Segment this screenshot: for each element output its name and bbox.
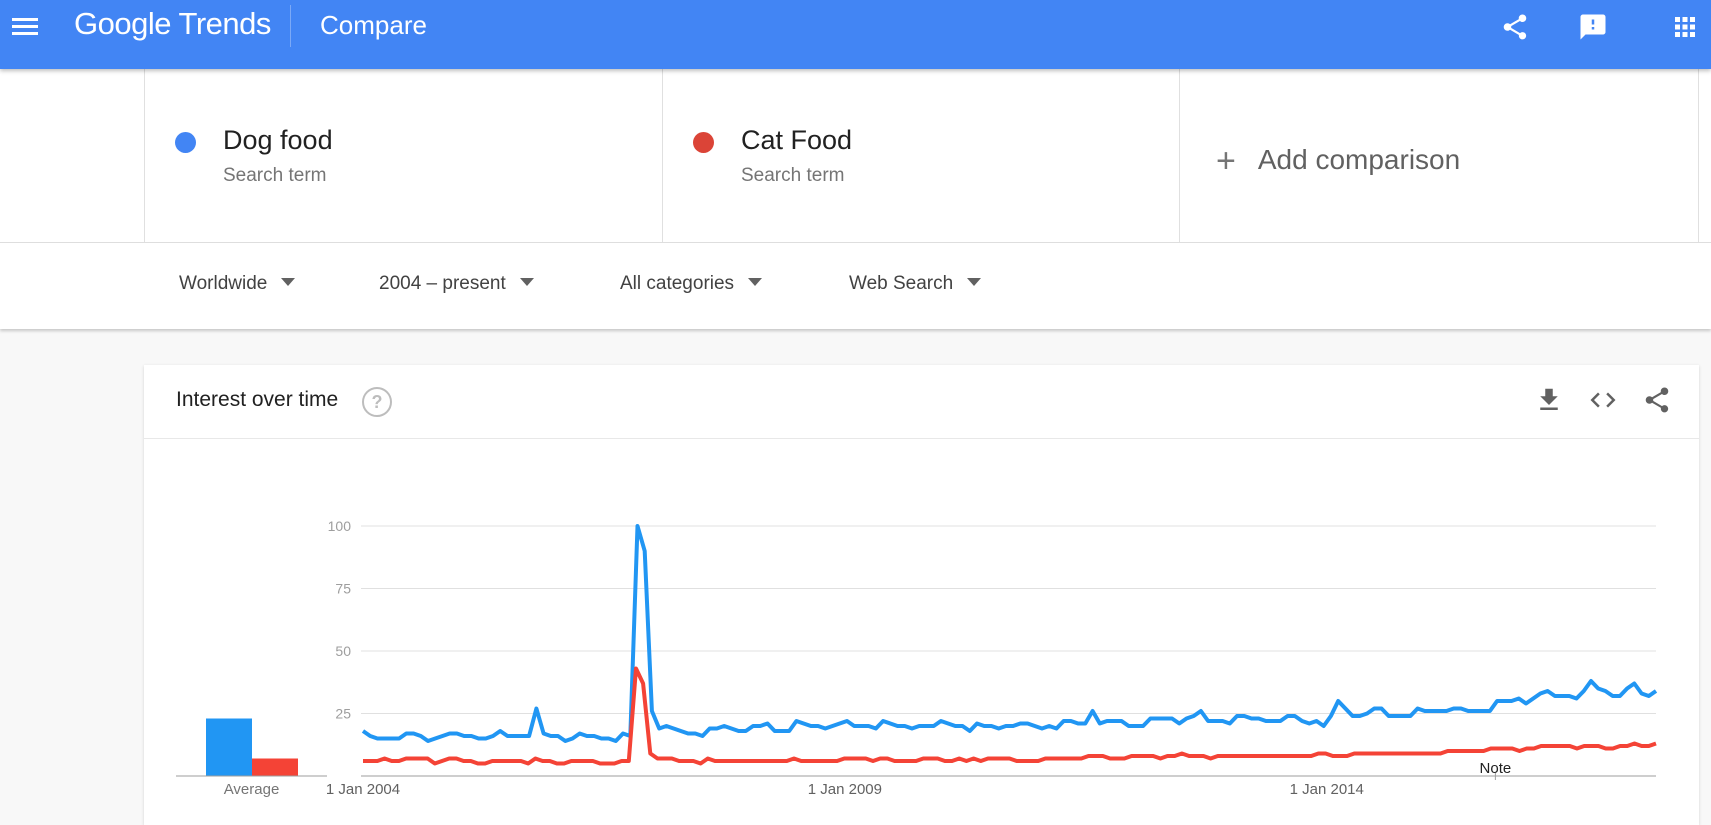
y-tick-label: 25 <box>335 706 351 722</box>
dropdown-arrow-icon <box>748 278 763 286</box>
share-icon[interactable] <box>1500 12 1530 42</box>
y-tick-label: 50 <box>335 643 351 659</box>
average-bar <box>206 718 252 776</box>
header-divider <box>290 5 291 47</box>
card-header: Interest over time ? <box>144 365 1699 439</box>
download-icon[interactable] <box>1534 385 1564 415</box>
logo-google-text: Google <box>74 6 171 41</box>
series-line-0[interactable] <box>361 524 1658 743</box>
filter-search-type[interactable]: Web Search <box>849 273 982 295</box>
filter-region[interactable]: Worldwide <box>179 273 296 295</box>
average-label: Average <box>224 781 280 798</box>
x-tick-label: 1 Jan 2004 <box>326 781 400 798</box>
x-tick-label: 1 Jan 2009 <box>808 781 882 798</box>
google-trends-logo[interactable]: Google Trends <box>74 6 271 42</box>
filter-category[interactable]: All categories <box>620 273 763 295</box>
term-card-dog-food[interactable]: Dog food Search term <box>144 69 663 242</box>
term-color-dot <box>693 132 714 153</box>
add-comparison-button[interactable]: + Add comparison <box>1216 142 1460 181</box>
add-comparison-label: Add comparison <box>1257 144 1461 175</box>
menu-icon[interactable] <box>10 14 40 38</box>
filters-bar: Worldwide 2004 – present All categories … <box>0 243 1711 329</box>
term-type: Search term <box>741 165 845 186</box>
filter-label: Web Search <box>849 273 954 294</box>
page-title: Compare <box>320 10 427 40</box>
average-bar <box>252 758 298 776</box>
term-name: Dog food <box>223 125 333 155</box>
help-icon[interactable]: ? <box>362 387 392 417</box>
add-comparison-card <box>1179 69 1699 242</box>
interest-over-time-chart[interactable]: 25 50 75 100 1 Jan 2004 1 Jan 2009 1 Jan 2014 N… <box>144 365 1699 825</box>
feedback-icon[interactable] <box>1578 12 1608 42</box>
comparison-terms-bar: Dog food Search term Cat Food Search ter… <box>0 69 1711 243</box>
y-tick-label: 75 <box>335 581 351 597</box>
term-card-cat-food[interactable]: Cat Food Search term <box>662 69 1180 242</box>
filter-label: Worldwide <box>179 273 268 294</box>
x-tick-label: 1 Jan 2014 <box>1290 781 1364 798</box>
dropdown-arrow-icon <box>519 278 534 286</box>
logo-trends-text: Trends <box>178 6 272 41</box>
term-type: Search term <box>223 165 327 186</box>
interest-over-time-card: Interest over time ? 25 50 75 100 1 Jan 2004… <box>144 365 1699 825</box>
dropdown-arrow-icon <box>967 278 982 286</box>
filter-time-range[interactable]: 2004 – present <box>379 273 534 295</box>
top-app-bar: Google Trends Compare <box>0 0 1711 69</box>
dropdown-arrow-icon <box>281 278 296 286</box>
series-line-1[interactable] <box>363 666 1657 766</box>
annotation-label[interactable]: Note <box>1480 760 1512 777</box>
y-tick-label: 100 <box>328 518 352 534</box>
embed-icon[interactable] <box>1588 385 1618 415</box>
card-share-icon[interactable] <box>1642 385 1672 415</box>
filter-label: 2004 – present <box>379 273 506 294</box>
term-color-dot <box>175 132 196 153</box>
term-name: Cat Food <box>741 125 853 155</box>
filter-label: All categories <box>620 273 735 294</box>
plus-icon: + <box>1216 142 1236 180</box>
card-title: Interest over time <box>176 388 339 411</box>
apps-icon[interactable] <box>1670 12 1700 42</box>
